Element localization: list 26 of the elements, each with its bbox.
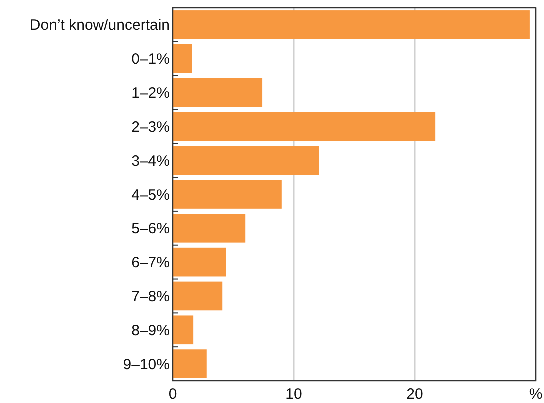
bar [173,10,530,40]
bar [173,78,263,108]
bar [173,214,246,243]
bar [173,44,192,74]
y-tick-label: Don’t know/uncertain [30,17,170,34]
y-tick-label: 0–1% [132,51,170,68]
y-tick-label: 5–6% [132,220,170,238]
bar [173,146,320,176]
bar [173,112,436,142]
x-tick-label: % [529,386,543,403]
y-tick-label: 1–2% [132,85,170,102]
x-tick-label: 10 [286,386,302,403]
bar [173,282,223,311]
bar [173,350,207,378]
y-tick-label: 8–9% [132,322,170,340]
y-tick-label: 9–10% [123,356,170,374]
y-tick-label: 3–4% [132,152,170,170]
y-tick-label: 2–3% [132,118,170,136]
y-tick-label: 4–5% [132,186,170,204]
bar [173,248,226,277]
x-tick-label: 0 [168,386,178,403]
y-tick-label: 7–8% [132,288,170,306]
bar [173,316,194,345]
x-tick-label: 20 [406,386,424,403]
y-tick-label: 6–7% [132,254,170,272]
bar [173,180,282,209]
